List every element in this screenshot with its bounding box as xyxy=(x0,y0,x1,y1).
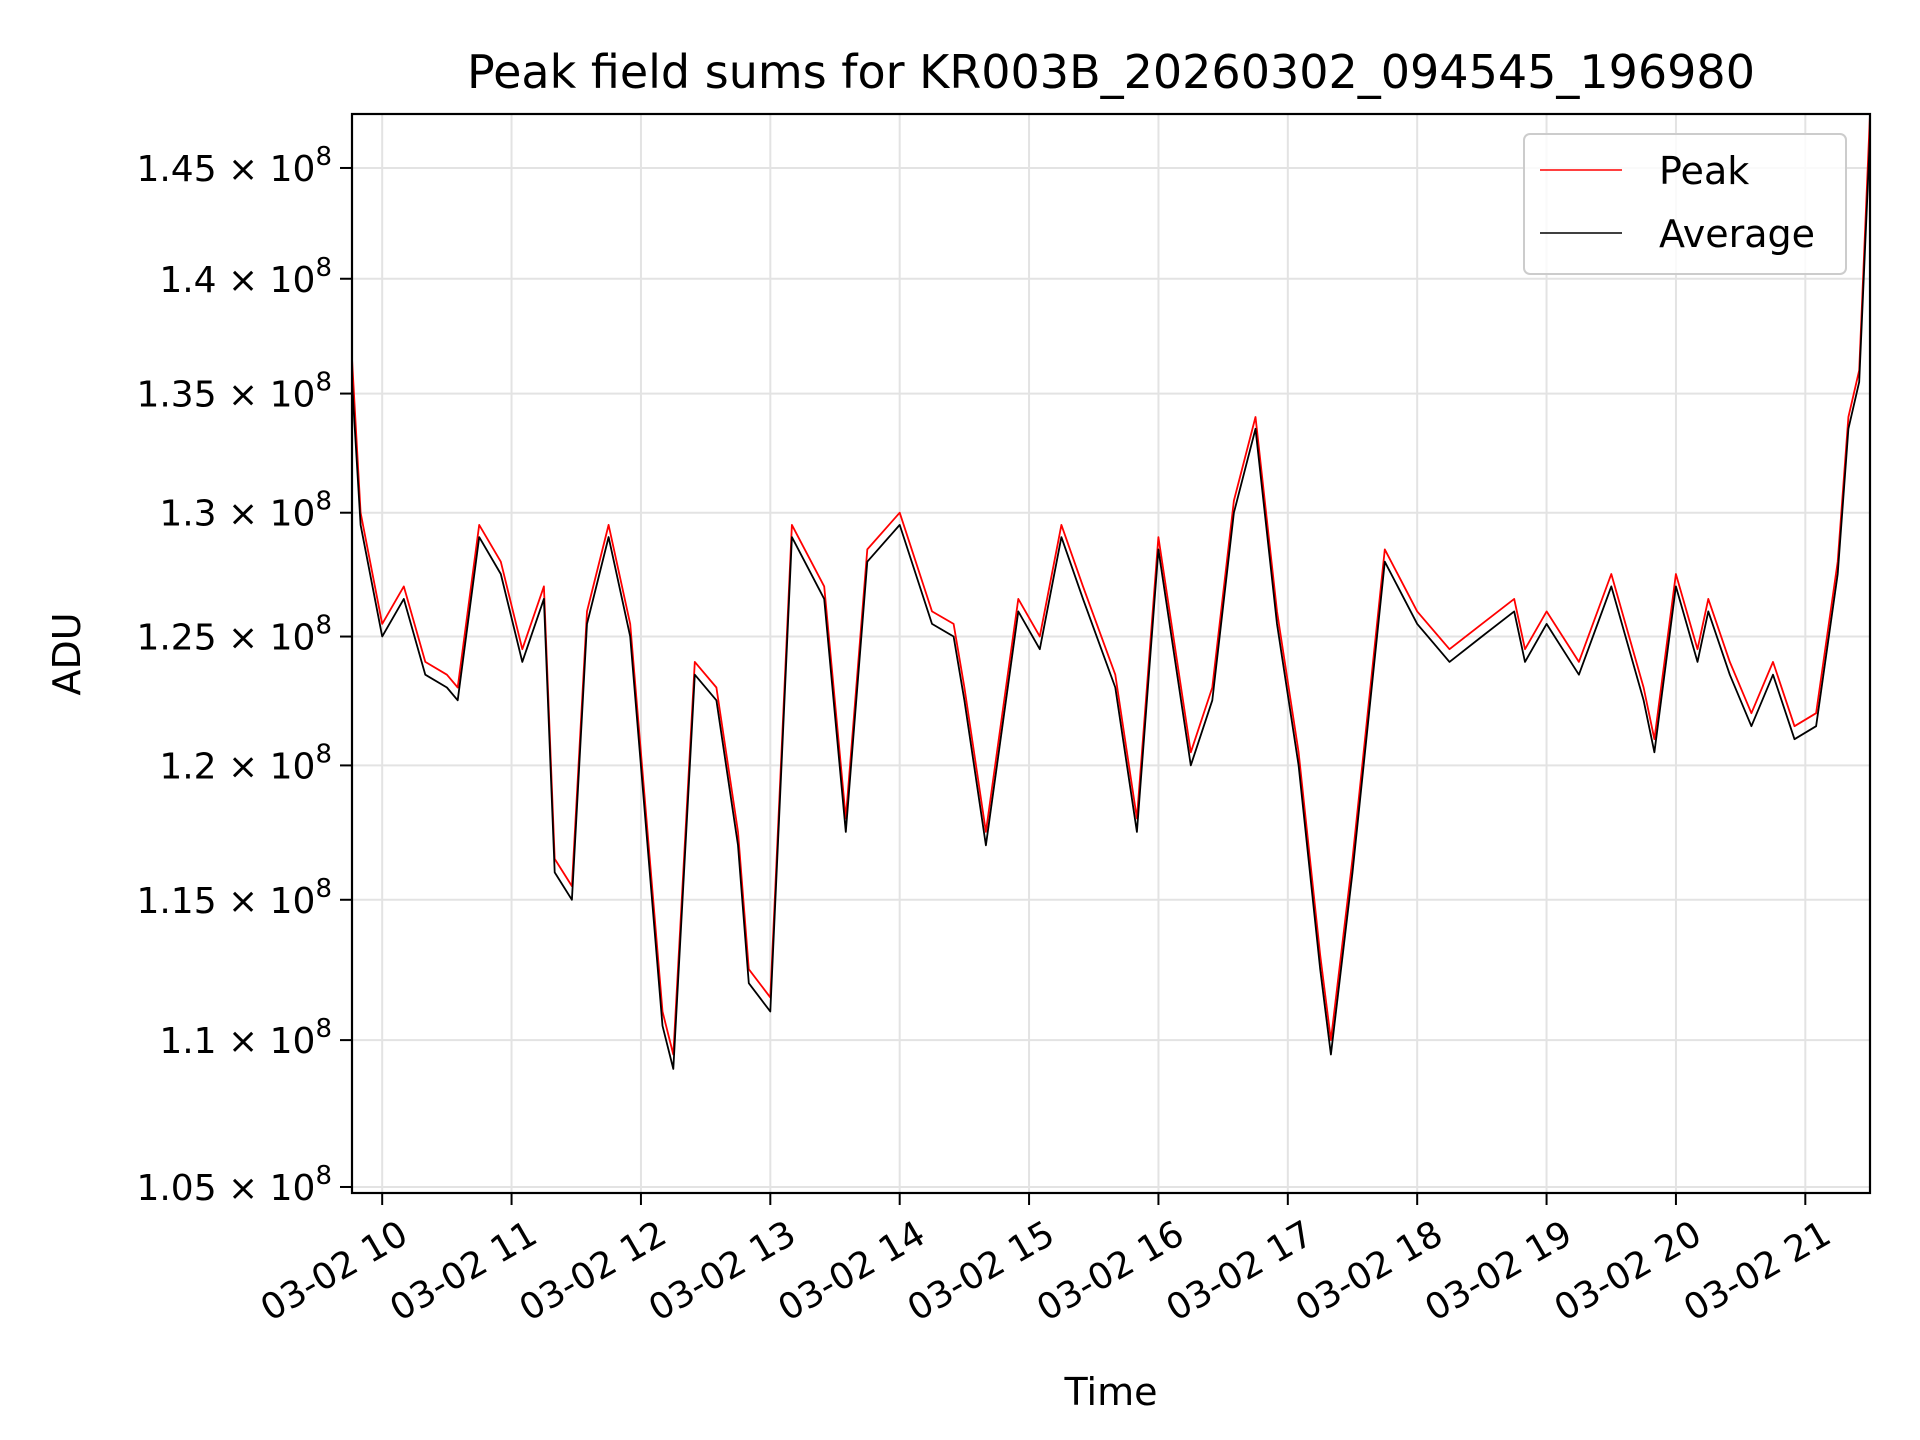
x-tick-label-7: 03-02 17 xyxy=(1160,1213,1321,1329)
legend-label-peak: Peak xyxy=(1659,149,1749,193)
y-tick-label-0: 1.05 × 108 xyxy=(136,1161,332,1209)
x-tick-label-11: 03-02 21 xyxy=(1677,1213,1838,1329)
plot-series xyxy=(351,113,1871,1070)
x-tick-label-5: 03-02 15 xyxy=(901,1213,1062,1329)
y-tick-label-6: 1.35 × 108 xyxy=(136,368,332,416)
y-tick-label-7: 1.4 × 108 xyxy=(159,253,332,301)
y-axis-ticks: 1.05 × 108 1.1 × 108 1.15 × 108 1.2 × 108 1.… xyxy=(136,142,352,1209)
x-tick-label-1: 03-02 11 xyxy=(383,1213,544,1329)
x-tick-label-8: 03-02 18 xyxy=(1289,1213,1450,1329)
plot-frame xyxy=(350,112,1872,1195)
x-tick-label-2: 03-02 12 xyxy=(513,1213,674,1329)
y-tick-label-2: 1.15 × 108 xyxy=(136,874,332,922)
series-line-peak xyxy=(351,113,1871,1056)
x-tick-label-3: 03-02 13 xyxy=(642,1213,803,1329)
x-tick-label-6: 03-02 16 xyxy=(1030,1213,1191,1329)
y-tick-label-4: 1.25 × 108 xyxy=(136,611,332,659)
legend-label-average: Average xyxy=(1659,212,1815,256)
y-tick-label-5: 1.3 × 108 xyxy=(159,487,332,535)
legend: Peak Average xyxy=(1523,133,1847,275)
y-axis-label: ADU xyxy=(45,612,89,695)
grid-lines xyxy=(352,114,1870,1193)
series-line-average xyxy=(351,135,1871,1070)
x-axis-label: Time xyxy=(1064,1370,1158,1414)
y-tick-label-3: 1.2 × 108 xyxy=(159,739,332,787)
x-tick-label-9: 03-02 19 xyxy=(1418,1213,1579,1329)
y-tick-label-1: 1.1 × 108 xyxy=(159,1014,332,1062)
chart-title: Peak field sums for KR003B_20260302_0945… xyxy=(467,45,1755,99)
x-tick-label-10: 03-02 20 xyxy=(1548,1213,1709,1329)
legend-frame xyxy=(1523,133,1847,275)
x-tick-label-4: 03-02 14 xyxy=(772,1213,933,1329)
x-tick-label-0: 03-02 10 xyxy=(254,1213,415,1329)
y-tick-label-8: 1.45 × 108 xyxy=(136,142,332,190)
